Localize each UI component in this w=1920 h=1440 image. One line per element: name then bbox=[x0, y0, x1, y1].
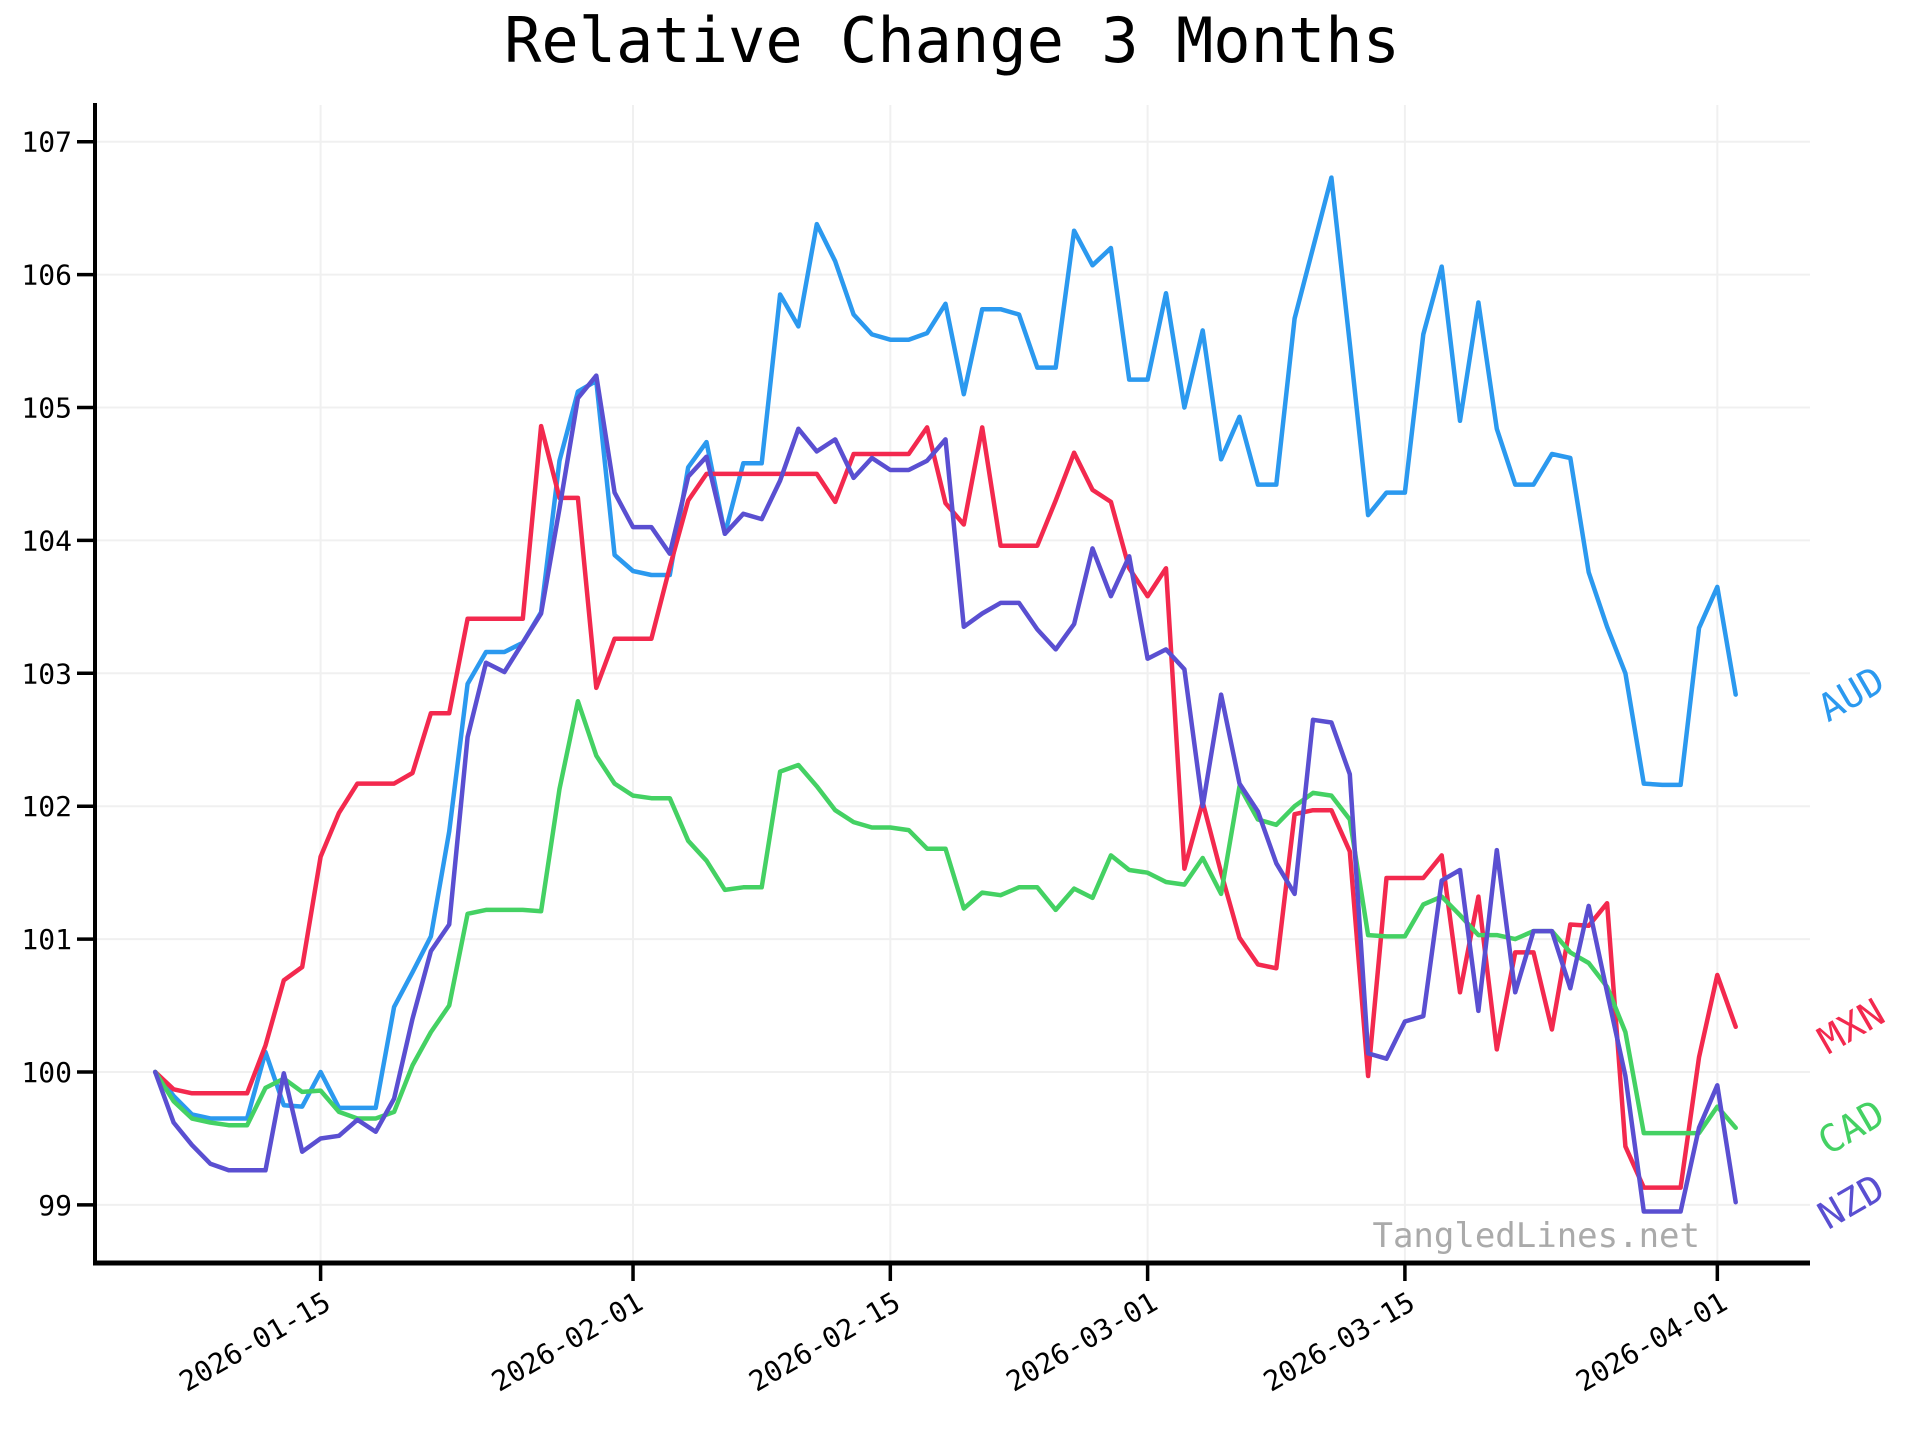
series-line-CAD bbox=[152, 698, 1738, 1136]
series-line-NZD bbox=[152, 373, 1738, 1214]
y-tick-label-105: 105 bbox=[21, 392, 72, 425]
y-tick-label-106: 106 bbox=[21, 259, 72, 292]
chart-title: Relative Change 3 Months bbox=[504, 4, 1400, 77]
y-tick-label-99: 99 bbox=[38, 1189, 72, 1222]
x-tick-label-2026-03-15: 2026-03-15 bbox=[1258, 1285, 1420, 1398]
y-tick-label-104: 104 bbox=[21, 524, 72, 557]
watermark: TangledLines.net bbox=[1372, 1216, 1700, 1256]
x-tick-label-2026-01-15: 2026-01-15 bbox=[174, 1285, 336, 1398]
series-label-NZD: NZD bbox=[1811, 1166, 1892, 1238]
series-label-AUD: AUD bbox=[1811, 658, 1892, 730]
x-tick-label-2026-03-01: 2026-03-01 bbox=[1001, 1285, 1163, 1398]
series-line-AUD bbox=[152, 175, 1738, 1121]
series-label-MXN: MXN bbox=[1811, 990, 1892, 1062]
series-label-CAD: CAD bbox=[1811, 1091, 1892, 1163]
x-tick-label-2026-04-01: 2026-04-01 bbox=[1570, 1285, 1732, 1398]
y-tick-label-102: 102 bbox=[21, 790, 72, 823]
y-tick-label-107: 107 bbox=[21, 126, 72, 159]
x-tick-label-2026-02-01: 2026-02-01 bbox=[486, 1285, 648, 1398]
y-tick-label-103: 103 bbox=[21, 657, 72, 690]
y-tick-label-101: 101 bbox=[21, 923, 72, 956]
y-tick-label-100: 100 bbox=[21, 1056, 72, 1089]
x-tick-label-2026-02-15: 2026-02-15 bbox=[743, 1285, 905, 1398]
